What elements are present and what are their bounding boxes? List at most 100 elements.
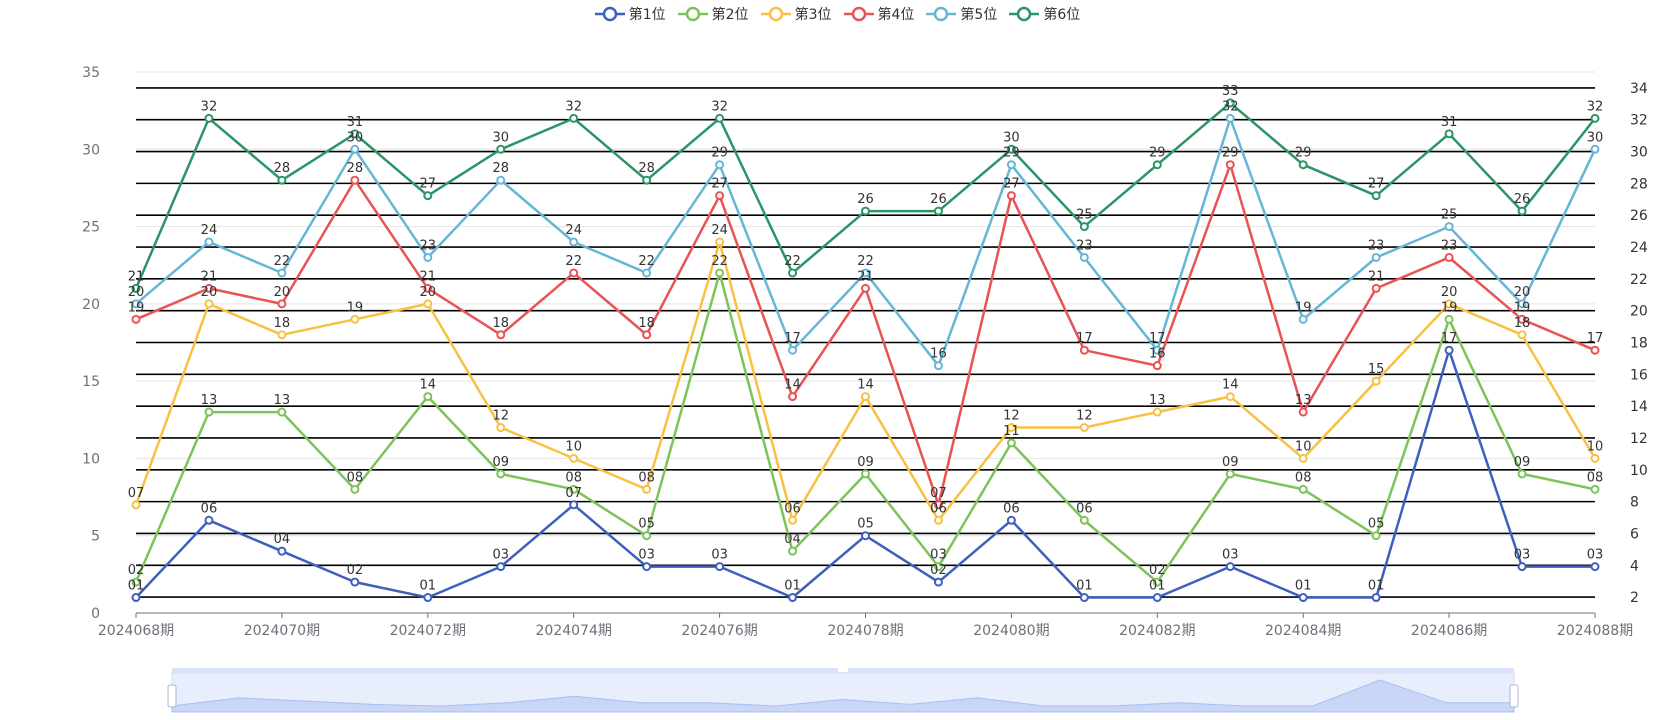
legend-item[interactable]: 第5位: [926, 4, 997, 24]
data-label: 23: [420, 238, 437, 253]
data-point: [1517, 206, 1527, 216]
data-label: 17: [1587, 331, 1604, 346]
data-label: 01: [1295, 579, 1312, 594]
data-label: 14: [420, 378, 437, 393]
data-label: 30: [1003, 130, 1020, 145]
data-point: [1590, 345, 1600, 355]
data-point: [1079, 515, 1089, 525]
data-label: 30: [347, 130, 364, 145]
data-point: [1152, 160, 1162, 170]
data-point: [933, 562, 943, 572]
legend-label: 第1位: [628, 7, 666, 23]
data-label: 13: [1295, 393, 1312, 408]
data-point: [1225, 98, 1235, 108]
x-tick-label: 2024078期: [827, 623, 903, 639]
data-label: 08: [638, 470, 655, 485]
data-label: 03: [1222, 548, 1239, 563]
y-right-tick-label: 32: [1630, 113, 1648, 129]
x-tick-label: 2024080期: [973, 623, 1049, 639]
data-label: 23: [1368, 238, 1385, 253]
data-point: [1590, 562, 1600, 572]
data-label: 26: [857, 192, 874, 207]
x-tick-label: 2024086期: [1411, 623, 1487, 639]
data-label: 21: [857, 269, 874, 284]
legend-item[interactable]: 第3位: [760, 4, 832, 24]
datazoom-left-handle[interactable]: [167, 684, 177, 708]
data-label: 20: [1441, 285, 1458, 300]
data-label: 26: [1514, 192, 1531, 207]
data-point: [642, 531, 652, 541]
data-point: [861, 531, 870, 541]
data-point: [423, 191, 433, 201]
data-label: 28: [347, 161, 364, 176]
datazoom-move-handle[interactable]: [838, 668, 848, 672]
data-point: [1371, 191, 1381, 201]
data-label: 30: [492, 130, 509, 145]
y-left-tick-label: 15: [82, 374, 100, 390]
data-point: [715, 160, 725, 170]
data-point: [131, 314, 141, 324]
data-point: [204, 299, 214, 309]
legend-label: 第3位: [794, 7, 832, 23]
data-label: 18: [274, 316, 291, 331]
data-point: [1298, 484, 1308, 494]
data-label: 19: [1295, 300, 1312, 315]
data-point: [861, 469, 870, 479]
data-label: 31: [347, 115, 364, 130]
data-label: 20: [274, 285, 291, 300]
data-point: [131, 577, 141, 587]
legend-line-icon: [594, 6, 625, 22]
data-point: [1298, 453, 1308, 463]
data-label: 22: [638, 254, 655, 269]
data-point: [496, 562, 506, 572]
data-label: 05: [857, 517, 874, 532]
legend-item[interactable]: 第2位: [677, 4, 749, 24]
data-label: 06: [1003, 501, 1020, 516]
data-label: 17: [1149, 331, 1166, 346]
y-right-tick-label: 18: [1630, 336, 1648, 352]
data-point: [642, 330, 652, 340]
data-label: 16: [1149, 347, 1166, 362]
data-point: [1006, 515, 1016, 525]
data-point: [350, 129, 360, 139]
legend-label: 第2位: [711, 7, 749, 23]
y-right-tick-label: 24: [1630, 240, 1648, 256]
data-point: [569, 500, 579, 510]
data-point: [1006, 423, 1016, 433]
data-label: 27: [1368, 177, 1385, 192]
legend-item[interactable]: 第1位: [594, 4, 666, 24]
data-point: [1225, 562, 1235, 572]
legend-item[interactable]: 第4位: [843, 4, 914, 24]
data-point: [1517, 562, 1527, 572]
data-label: 16: [930, 347, 947, 362]
data-label: 04: [784, 532, 801, 547]
data-point: [933, 500, 943, 510]
data-point: [350, 314, 360, 324]
data-label: 17: [1441, 331, 1458, 346]
data-label: 27: [1003, 177, 1020, 192]
data-point: [1152, 345, 1162, 355]
legend-line-icon: [926, 6, 957, 22]
data-point: [642, 175, 652, 185]
datazoom-right-handle[interactable]: [1509, 684, 1519, 708]
data-point: [788, 593, 798, 603]
data-point: [496, 423, 506, 433]
data-label: 22: [565, 254, 582, 269]
x-tick-label: 2024072期: [390, 623, 466, 639]
data-point: [204, 515, 214, 525]
x-tick-label: 2024088期: [1557, 623, 1633, 639]
data-label: 18: [638, 316, 655, 331]
data-label: 20: [420, 285, 437, 300]
data-point: [1079, 345, 1089, 355]
y-right-tick-label: 28: [1630, 176, 1648, 192]
data-label: 08: [1587, 470, 1604, 485]
chart-legend: 第1位 第2位 第3位 第4位 第5位 第6位: [0, 3, 1675, 25]
data-point: [1444, 252, 1454, 262]
data-label: 24: [201, 223, 218, 238]
data-label: 22: [274, 254, 291, 269]
data-point: [569, 113, 579, 123]
data-point: [131, 500, 141, 510]
legend-item[interactable]: 第6位: [1009, 4, 1080, 24]
data-point: [277, 407, 287, 417]
y-right-tick-label: 2: [1630, 590, 1639, 606]
